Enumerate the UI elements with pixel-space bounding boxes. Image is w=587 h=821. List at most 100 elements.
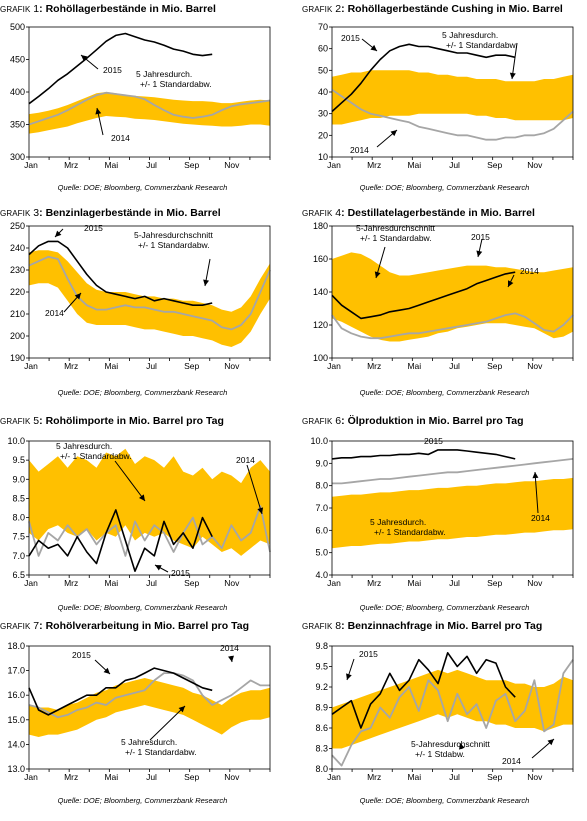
x-tick-label: Nov <box>527 160 543 170</box>
y-tick-label: 450 <box>10 55 25 65</box>
source-note: Quelle: DOE; Bloomberg, Commerzbank Rese… <box>57 603 228 612</box>
y-tick-label: 16.0 <box>7 690 25 700</box>
annotation-label: 2014 <box>236 455 255 465</box>
x-tick-label: Sep <box>487 160 502 170</box>
title-number: 7 <box>30 620 40 632</box>
series-line-2015 <box>331 271 516 320</box>
y-tick-label: 18.0 <box>7 641 25 651</box>
std-band-area <box>332 252 573 342</box>
annotation-arrowhead <box>228 655 234 662</box>
annotation-label: 2015 <box>84 223 103 233</box>
y-tick-label: 7.0 <box>12 551 25 561</box>
x-tick-label: Sep <box>487 361 502 371</box>
y-tick-label: 40 <box>318 87 328 97</box>
y-tick-label: 7.5 <box>12 532 25 542</box>
x-tick-label: Mai <box>104 578 118 588</box>
series-line-2014 <box>332 458 574 485</box>
annotation-label: 2014 <box>220 643 239 653</box>
y-tick-label: 300 <box>10 152 25 162</box>
chart-svg: 4.0 5.0 6.0 7.0 8.0 9.0 10.0 Jan Mrz Mai Jul Sep Nov… <box>310 436 574 588</box>
annotation-label: 2014 <box>350 145 369 155</box>
annotation-arrowhead <box>547 739 554 746</box>
title-prefix: GRAFIK <box>302 5 333 14</box>
y-tick-label: 13.0 <box>7 764 25 774</box>
title-number: 8 <box>332 620 342 632</box>
y-tick-label: 8.9 <box>315 703 328 713</box>
annotation-label: 5 Jahresdurch. +/- 1 Standardabw. <box>56 441 132 461</box>
x-tick-label: Jan <box>327 160 341 170</box>
y-tick-label: 14.0 <box>7 739 25 749</box>
annotation-arrowhead <box>532 472 539 479</box>
chart-title: GRAFIK 5: Rohölimporte in Mio. Barrel pr… <box>0 415 224 427</box>
y-tick-label: 160 <box>313 254 328 264</box>
x-tick-label: Nov <box>527 361 543 371</box>
y-tick-label: 500 <box>10 22 25 32</box>
annotation-arrow-line <box>114 460 146 502</box>
annotation-arrowhead <box>95 108 102 115</box>
y-tick-label: 200 <box>10 331 25 341</box>
annotation-label: 2014 <box>520 266 539 276</box>
x-tick-label: Jul <box>449 160 460 170</box>
x-tick-label: Jul <box>146 578 157 588</box>
y-tick-label: 180 <box>313 221 328 231</box>
x-tick-label: Sep <box>184 361 199 371</box>
annotation-arrowhead <box>346 673 352 680</box>
title-number: 3 <box>30 207 40 219</box>
series-line-2014 <box>28 505 271 557</box>
source-note: Quelle: DOE; Bloomberg, Commerzbank Rese… <box>57 183 228 192</box>
y-tick-label: 17.0 <box>7 666 25 676</box>
y-tick-label: 120 <box>313 320 328 330</box>
annotation-label: 2015 <box>341 33 360 43</box>
x-tick-label: Jul <box>146 160 157 170</box>
chart-panel-6: GRAFIK 6: Ölproduktion in Mio. Barrel pr… <box>302 415 587 616</box>
title-text: : Destillatelagerbestände in Mio. Barrel <box>341 207 535 219</box>
x-tick-label: Sep <box>487 578 502 588</box>
y-tick-label: 10 <box>318 152 328 162</box>
title-number: 1 <box>30 3 40 15</box>
annotation-arrow-line <box>246 464 263 515</box>
x-tick-label: Mai <box>407 578 421 588</box>
x-tick-label: Mrz <box>64 361 78 371</box>
annotation-label: 5-Jahresdurchschnitt +/- 1 Standardabw. <box>134 230 214 250</box>
series-line-2015 <box>331 449 516 460</box>
annotation-arrowhead <box>203 279 210 286</box>
annotation-arrow-line <box>149 705 186 741</box>
annotation-arrowhead <box>103 667 110 674</box>
y-tick-label: 210 <box>10 309 25 319</box>
series-line-2015 <box>28 240 213 306</box>
y-tick-label: 220 <box>10 287 25 297</box>
series-line-2014 <box>28 672 270 719</box>
series-line-2015 <box>28 32 213 105</box>
title-number: 2 <box>332 3 342 15</box>
title-number: 6 <box>332 415 342 427</box>
series-line-2015 <box>331 43 516 113</box>
title-prefix: GRAFIK <box>0 5 31 14</box>
series-line-2015 <box>28 667 213 716</box>
chart-svg: 300 350 400 450 500 Jan Mrz Mai Jul Sep Nov 2015 5 J… <box>10 22 271 170</box>
source-note: Quelle: DOE; Bloomberg, Commerzbank Rese… <box>57 388 228 397</box>
x-tick-label: Mai <box>104 160 118 170</box>
x-tick-label: Mai <box>104 361 118 371</box>
annotation-label: 2014 <box>45 308 64 318</box>
annotation-label: 2014 <box>502 756 521 766</box>
x-tick-label: Jul <box>449 772 460 782</box>
chart-title: GRAFIK 4: Destillatelagerbestände in Mio… <box>302 207 535 219</box>
y-tick-label: 190 <box>10 353 25 363</box>
annotation-label: 2015 <box>424 436 443 446</box>
x-tick-label: Mrz <box>64 772 78 782</box>
title-text: : Rohöllagerbestände in Mio. Barrel <box>39 3 216 15</box>
y-tick-label: 230 <box>10 265 25 275</box>
x-tick-label: Mai <box>407 772 421 782</box>
x-tick-label: Mai <box>104 772 118 782</box>
y-tick-label: 9.2 <box>315 682 328 692</box>
chart-panel-8: GRAFIK 8: Benzinnachfrage in Mio. Barrel… <box>302 620 587 821</box>
annotation-arrowhead <box>508 280 514 287</box>
title-prefix: GRAFIK <box>302 209 333 218</box>
y-tick-label: 30 <box>318 109 328 119</box>
annotation-arrow-line <box>511 42 518 80</box>
y-tick-label: 8.3 <box>315 744 328 754</box>
series-line-2014 <box>331 89 574 141</box>
annotation-arrowhead <box>81 55 88 62</box>
y-tick-label: 8.0 <box>315 764 328 774</box>
y-tick-label: 50 <box>318 65 328 75</box>
